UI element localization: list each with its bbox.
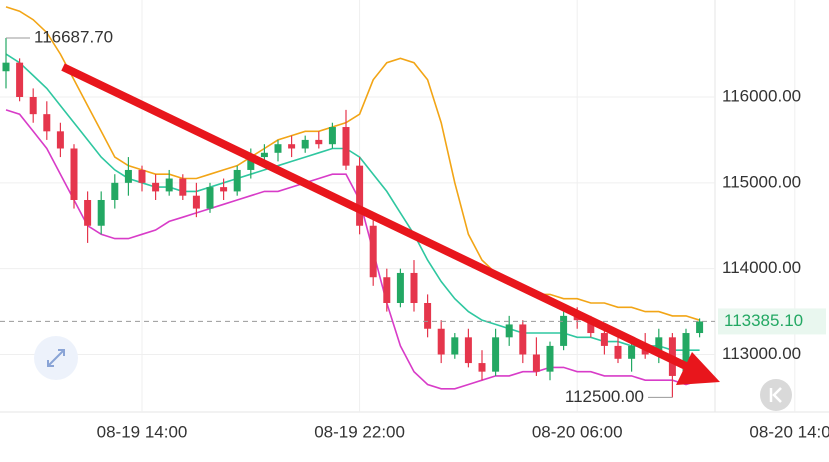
trend-arrow [61, 63, 720, 385]
candle-body [111, 182, 119, 200]
candle-body [315, 139, 323, 145]
candle-body [2, 62, 10, 72]
expand-button[interactable] [34, 336, 78, 380]
x-tick-label: 08-20 14:00 [749, 422, 829, 441]
candle-body [56, 131, 64, 149]
arrow-head [676, 352, 720, 385]
candle-body [70, 148, 78, 200]
candle-body [233, 169, 241, 192]
candles [2, 37, 704, 398]
last-price-label: 113385.10 [724, 311, 803, 330]
candle-body [532, 354, 540, 372]
y-tick-label: 114000.00 [722, 258, 801, 277]
y-tick-label: 113000.00 [722, 344, 801, 363]
y-tick-label: 115000.00 [722, 172, 801, 191]
candle-body [396, 272, 404, 303]
candle-body [424, 302, 432, 329]
candle-body [600, 333, 608, 346]
low-label: 112500.00 [565, 387, 644, 406]
candle-body [356, 165, 364, 226]
candle-body [560, 315, 568, 346]
candle-body [342, 127, 350, 166]
candle-body [383, 277, 391, 303]
band-line [5, 6, 700, 321]
candle-body [369, 225, 377, 278]
candle-body [546, 345, 554, 372]
candle-body [628, 345, 636, 359]
candle-body [260, 152, 268, 158]
candle-body [124, 169, 132, 183]
last-price-box [718, 308, 826, 335]
candle-body [138, 169, 146, 183]
candle-body [152, 182, 160, 192]
band-line [5, 109, 700, 390]
candle-body [84, 199, 92, 226]
candle-body [43, 114, 51, 132]
candle-body [519, 324, 527, 355]
expand-icon [47, 349, 65, 367]
candle-body [410, 272, 418, 303]
candle-body [288, 144, 296, 149]
candle-body [301, 139, 309, 149]
bands [5, 6, 700, 390]
collapse-circle[interactable] [760, 379, 792, 411]
candle-body [16, 62, 24, 97]
candle-body [165, 178, 173, 192]
x-tick-label: 08-19 14:00 [97, 422, 188, 441]
candle-body [247, 157, 255, 170]
candle-body [505, 324, 513, 338]
high-label: 116687.70 [34, 27, 113, 46]
labels: 113000.00 114000.00 115000.00 116000.00 08-1… [0, 27, 829, 441]
x-tick-label: 08-20 06:00 [532, 422, 623, 441]
band-line [5, 53, 700, 351]
candle-body [614, 345, 622, 359]
candle-body [97, 199, 105, 226]
candle-body [328, 127, 336, 145]
candle-body [220, 187, 228, 192]
x-tick-label: 08-19 22:00 [314, 422, 405, 441]
collapse-icon [769, 387, 782, 403]
candle-body [478, 363, 486, 372]
arrow-shaft [61, 63, 694, 373]
collapse-button[interactable] [760, 379, 792, 411]
candle-body [29, 96, 37, 115]
candle-body [464, 337, 472, 364]
candle-body [192, 195, 200, 209]
candle-body [492, 337, 500, 372]
candle-body [587, 320, 595, 334]
candle-body [274, 144, 282, 153]
candle-body [696, 321, 704, 334]
candle-body [437, 328, 445, 355]
candle-body [682, 333, 690, 376]
candle-body [206, 187, 214, 209]
candle-body [655, 337, 663, 355]
candle-body [179, 178, 187, 196]
y-tick-label: 116000.00 [722, 86, 801, 105]
candle-body [451, 337, 459, 355]
